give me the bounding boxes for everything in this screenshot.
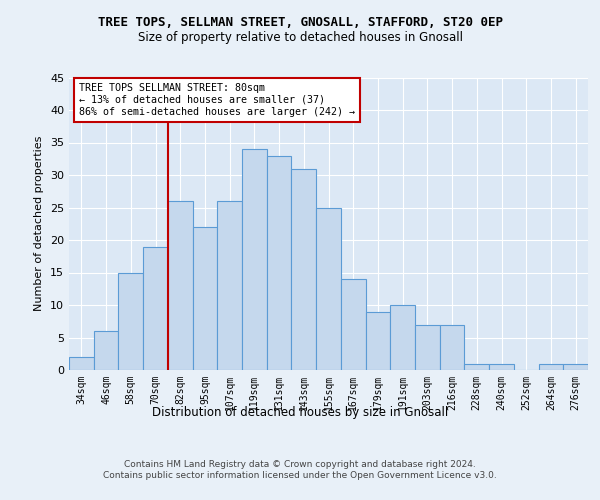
Bar: [464, 364, 489, 370]
Bar: [489, 364, 514, 370]
Bar: [390, 305, 415, 370]
Bar: [563, 364, 588, 370]
Bar: [94, 331, 118, 370]
Text: Size of property relative to detached houses in Gnosall: Size of property relative to detached ho…: [137, 31, 463, 44]
Text: TREE TOPS SELLMAN STREET: 80sqm
← 13% of detached houses are smaller (37)
86% of: TREE TOPS SELLMAN STREET: 80sqm ← 13% of…: [79, 84, 355, 116]
Text: Contains HM Land Registry data © Crown copyright and database right 2024.
Contai: Contains HM Land Registry data © Crown c…: [103, 460, 497, 479]
Text: TREE TOPS, SELLMAN STREET, GNOSALL, STAFFORD, ST20 0EP: TREE TOPS, SELLMAN STREET, GNOSALL, STAF…: [97, 16, 503, 29]
Bar: [143, 246, 168, 370]
Bar: [341, 279, 365, 370]
Bar: [365, 312, 390, 370]
Bar: [118, 272, 143, 370]
Bar: [292, 168, 316, 370]
Text: Distribution of detached houses by size in Gnosall: Distribution of detached houses by size …: [152, 406, 448, 419]
Bar: [267, 156, 292, 370]
Bar: [316, 208, 341, 370]
Bar: [440, 324, 464, 370]
Bar: [242, 149, 267, 370]
Bar: [415, 324, 440, 370]
Y-axis label: Number of detached properties: Number of detached properties: [34, 136, 44, 312]
Bar: [539, 364, 563, 370]
Bar: [168, 201, 193, 370]
Bar: [217, 201, 242, 370]
Bar: [193, 227, 217, 370]
Bar: [69, 357, 94, 370]
